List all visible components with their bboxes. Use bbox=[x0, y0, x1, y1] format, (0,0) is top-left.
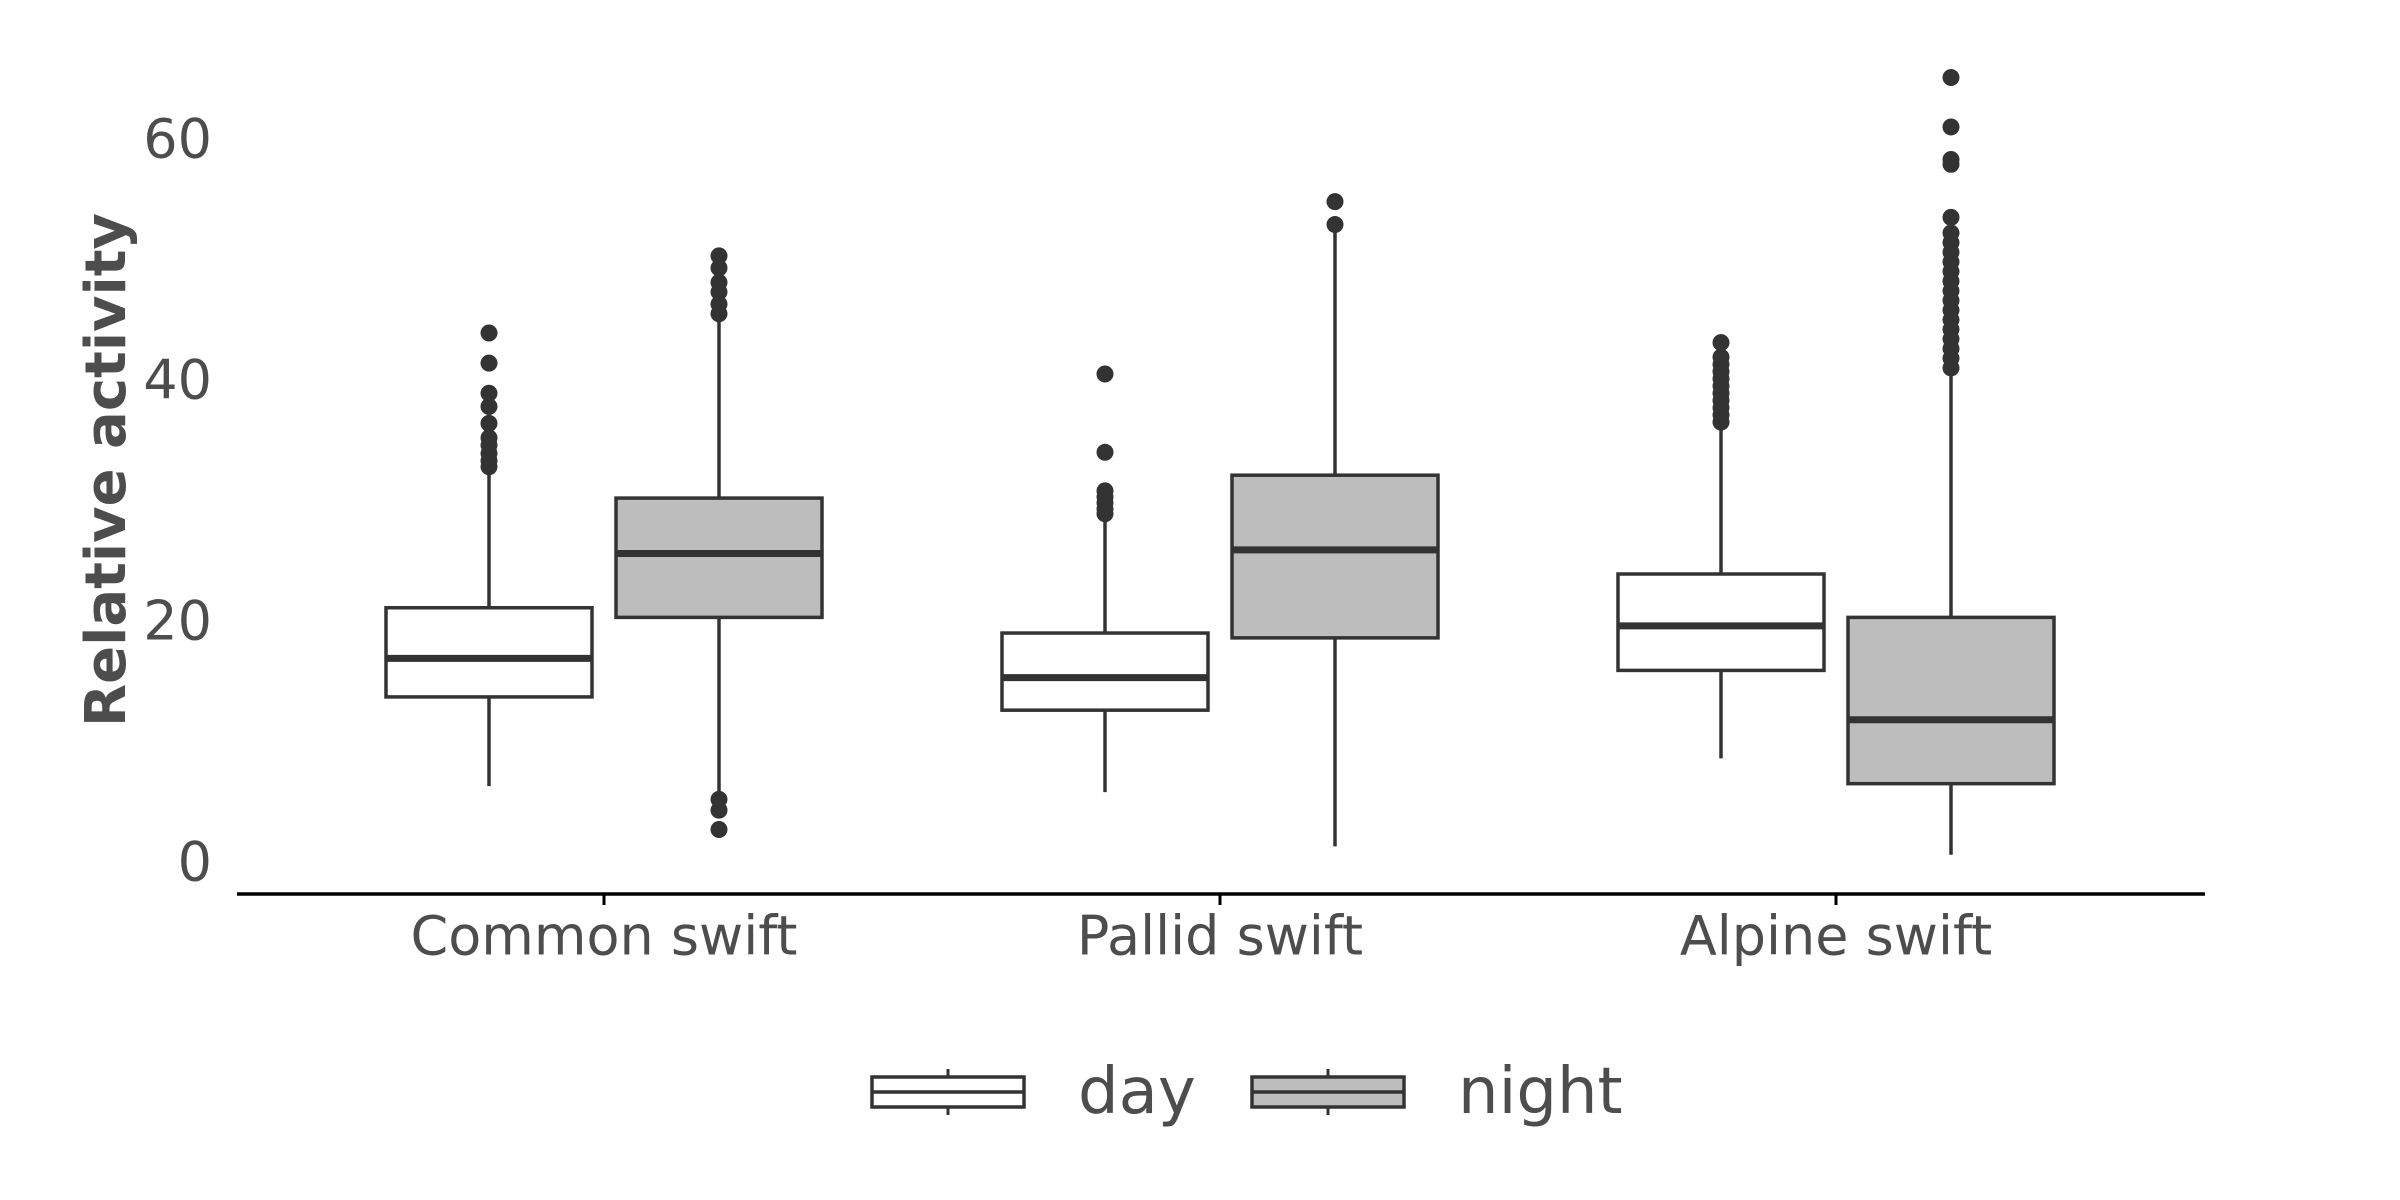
x-tick-label: Common swift bbox=[411, 905, 798, 968]
y-tick-label: 60 bbox=[143, 108, 212, 171]
outlier-point bbox=[1096, 365, 1114, 383]
legend-label: night bbox=[1458, 1055, 1623, 1129]
outlier-point bbox=[1712, 348, 1730, 366]
x-axis: Common swift Pallid swift Alpine swift bbox=[237, 892, 2205, 968]
box-iqr bbox=[384, 605, 594, 699]
outlier-point bbox=[480, 384, 498, 402]
box-iqr bbox=[1000, 631, 1210, 712]
box-iqr bbox=[1230, 473, 1440, 640]
box-day-1 bbox=[1000, 365, 1210, 793]
box-night-1 bbox=[1230, 193, 1440, 847]
outlier-point bbox=[1942, 69, 1960, 87]
outlier-point bbox=[480, 354, 498, 372]
box-iqr bbox=[614, 496, 824, 620]
x-tick-label: Alpine swift bbox=[1680, 905, 1992, 968]
outlier-point bbox=[710, 273, 728, 291]
outlier-point bbox=[710, 295, 728, 313]
outlier-point bbox=[480, 429, 498, 447]
box-night-0 bbox=[614, 247, 824, 838]
outlier-point bbox=[480, 324, 498, 342]
box-night-2 bbox=[1846, 69, 2056, 855]
legend-item-day: day bbox=[870, 1055, 1196, 1129]
outlier-point bbox=[1326, 193, 1344, 211]
outlier-point bbox=[1942, 208, 1960, 226]
legend-item-night: night bbox=[1250, 1055, 1623, 1129]
outlier-point bbox=[710, 820, 728, 838]
y-axis-label: Relative activity bbox=[74, 213, 139, 727]
legend-label: day bbox=[1078, 1055, 1196, 1129]
outlier-point bbox=[1942, 224, 1960, 242]
y-tick-label: 40 bbox=[143, 349, 212, 412]
outlier-point bbox=[480, 398, 498, 416]
outlier-point bbox=[710, 259, 728, 277]
box-iqr bbox=[1846, 615, 2056, 786]
y-tick-label: 0 bbox=[178, 831, 212, 894]
box-day-2 bbox=[1616, 334, 1826, 759]
box-day-0 bbox=[384, 324, 594, 787]
outlier-point bbox=[480, 414, 498, 432]
y-axis: Relative activity 0 20 40 60 bbox=[74, 108, 212, 894]
outlier-point bbox=[1096, 443, 1114, 461]
outlier-point bbox=[1942, 118, 1960, 136]
outlier-point bbox=[1096, 482, 1114, 500]
outlier-point bbox=[710, 790, 728, 808]
outlier-point bbox=[1712, 334, 1730, 352]
y-tick-label: 20 bbox=[143, 590, 212, 653]
legend: day night bbox=[870, 1055, 1623, 1129]
box-iqr bbox=[1616, 572, 1826, 673]
plot-area bbox=[384, 69, 2056, 855]
x-tick-label: Pallid swift bbox=[1077, 905, 1363, 968]
outlier-point bbox=[1942, 150, 1960, 168]
outlier-point bbox=[710, 247, 728, 265]
outlier-point bbox=[1326, 216, 1344, 234]
